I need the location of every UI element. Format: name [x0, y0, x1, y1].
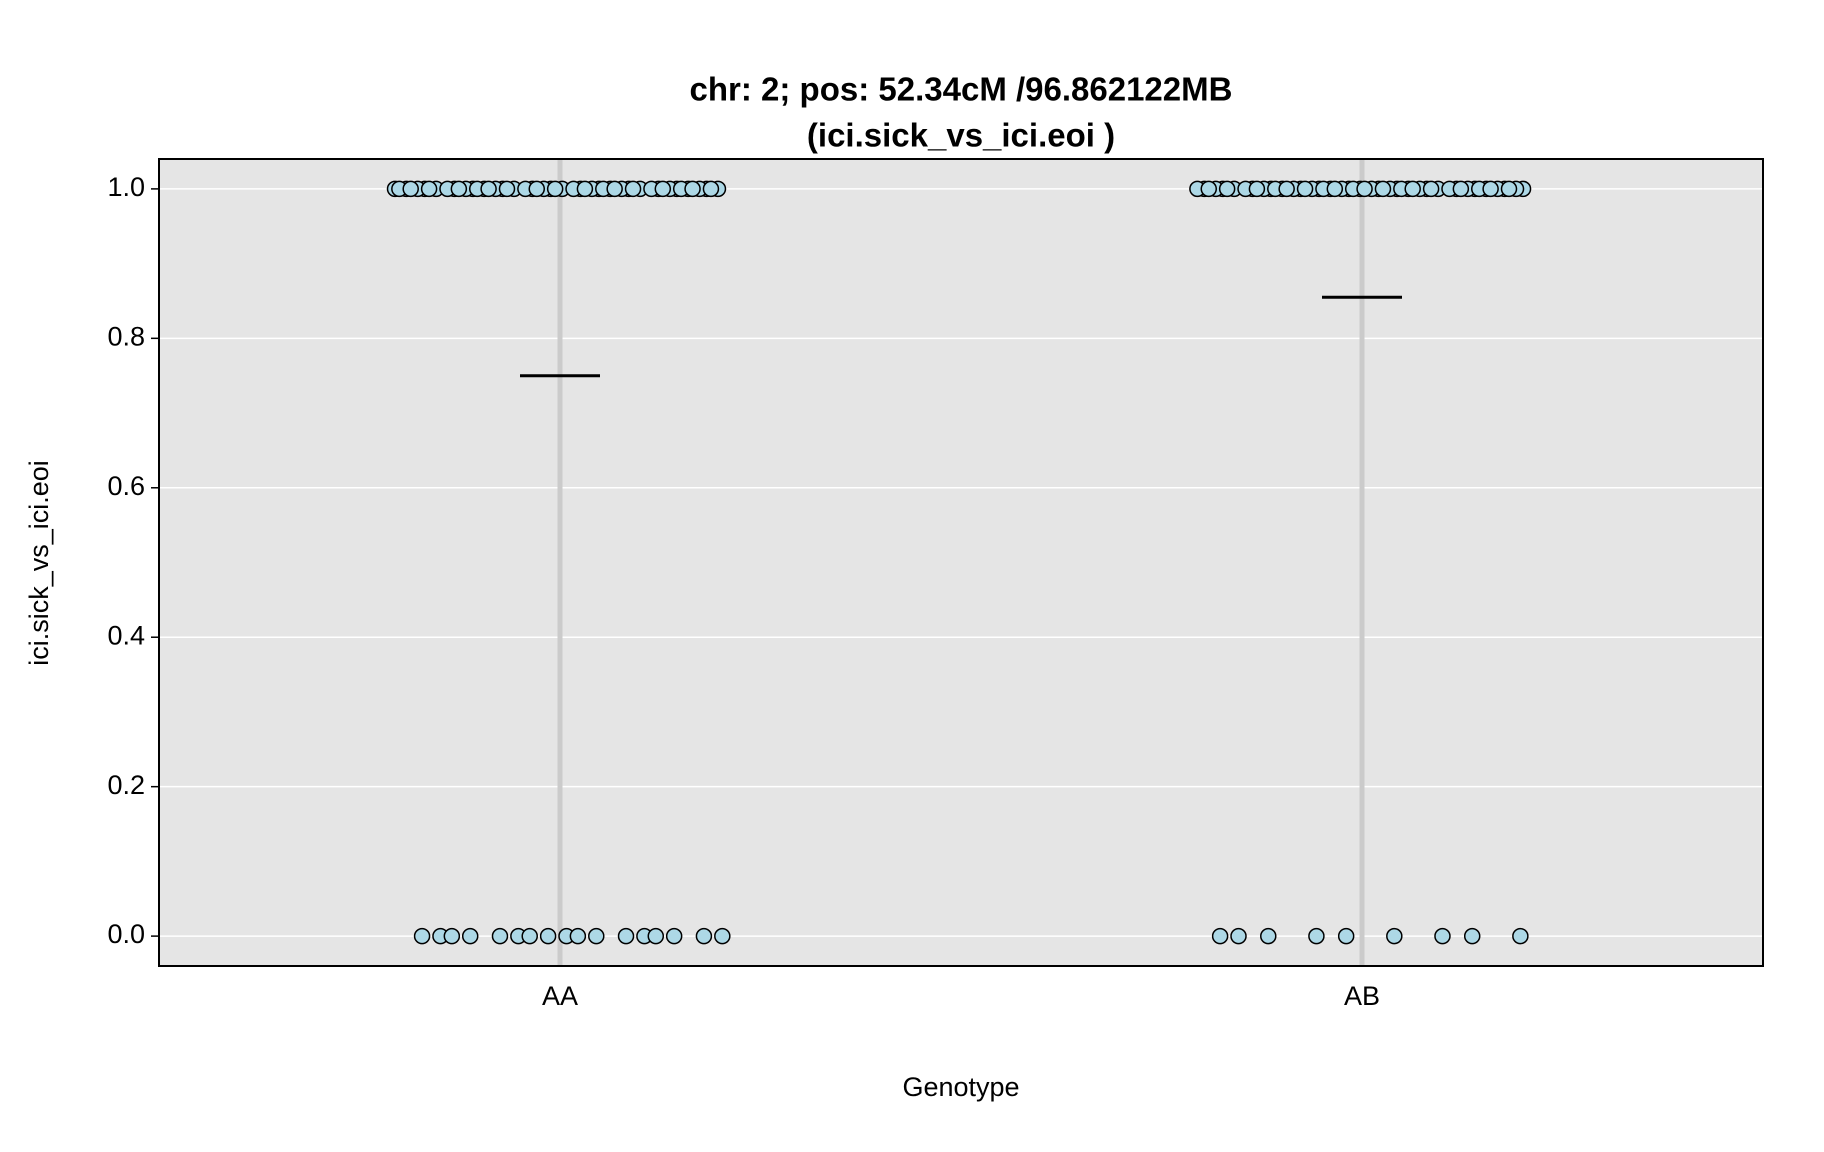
point — [498, 180, 516, 198]
point — [1230, 927, 1247, 945]
y-tick-label: 0.4 — [107, 620, 145, 650]
point — [1296, 180, 1314, 198]
point — [546, 180, 564, 198]
point — [402, 180, 419, 198]
point — [654, 180, 672, 198]
point — [624, 180, 642, 198]
point — [420, 180, 438, 198]
point — [1218, 180, 1236, 198]
point — [521, 927, 538, 945]
point — [1404, 180, 1421, 198]
point — [714, 927, 731, 945]
x-tick-label: AA — [542, 981, 578, 1011]
y-axis-label: ici.sick_vs_ici.eoi — [24, 460, 54, 666]
y-tick-label: 0.6 — [107, 471, 145, 501]
point — [1211, 927, 1229, 945]
point — [647, 927, 665, 945]
point — [1452, 180, 1470, 198]
point — [1356, 180, 1373, 198]
point — [413, 927, 431, 945]
point — [606, 180, 623, 198]
point — [1386, 927, 1403, 945]
point — [491, 927, 509, 945]
point — [539, 927, 557, 945]
x-axis-label: Genotype — [902, 1072, 1019, 1102]
point — [1337, 927, 1355, 945]
point — [1278, 180, 1295, 198]
point — [1260, 927, 1277, 945]
point — [1308, 927, 1325, 945]
point — [702, 180, 720, 198]
point — [684, 180, 701, 198]
plot-border — [158, 158, 1764, 967]
y-tick-label: 0.8 — [107, 321, 145, 351]
point — [461, 927, 479, 945]
y-tick-label: 0.2 — [107, 770, 145, 800]
point — [1326, 180, 1344, 198]
point — [695, 927, 713, 945]
point — [665, 927, 683, 945]
point — [528, 180, 546, 198]
point — [576, 180, 594, 198]
chart-title: chr: 2; pos: 52.34cM /96.862122MB — [690, 71, 1233, 108]
point — [480, 180, 497, 198]
x-tick-label: AB — [1344, 981, 1380, 1011]
point — [617, 927, 635, 945]
point — [1248, 180, 1266, 198]
point — [1500, 180, 1518, 198]
point — [569, 927, 587, 945]
point — [450, 180, 468, 198]
point — [1422, 180, 1440, 198]
chart-subtitle: (ici.sick_vs_ici.eoi ) — [807, 117, 1115, 154]
point — [1200, 180, 1218, 198]
y-tick-label: 0.0 — [107, 919, 145, 949]
y-tick-label: 1.0 — [107, 172, 145, 202]
point — [1374, 180, 1392, 198]
point — [588, 927, 605, 945]
point — [1463, 927, 1481, 945]
point — [1482, 180, 1499, 198]
point — [1512, 927, 1529, 945]
point — [1434, 927, 1451, 945]
point — [443, 927, 461, 945]
plot-panel — [159, 159, 1763, 966]
